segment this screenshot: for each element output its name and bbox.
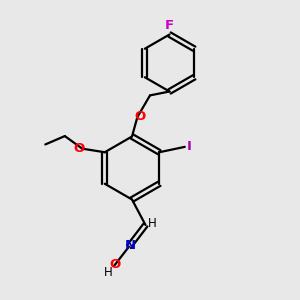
- Text: H: H: [104, 266, 113, 280]
- Text: O: O: [110, 258, 121, 271]
- Text: I: I: [187, 140, 192, 153]
- Text: O: O: [134, 110, 146, 124]
- Text: N: N: [124, 239, 136, 252]
- Text: F: F: [165, 19, 174, 32]
- Text: O: O: [74, 142, 85, 155]
- Text: H: H: [148, 217, 157, 230]
